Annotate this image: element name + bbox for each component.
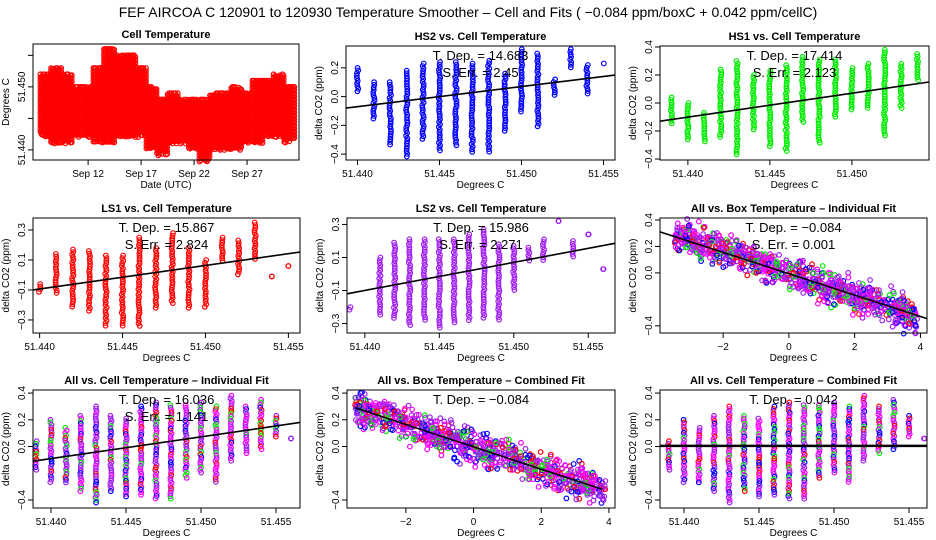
y-tick-label: 0.0 xyxy=(330,89,341,103)
x-axis-label: Degrees C xyxy=(457,180,505,191)
x-tick-label: Sep 27 xyxy=(231,169,263,180)
fit-annotation: T. Dep. = 14.683 xyxy=(433,48,529,63)
points xyxy=(38,47,297,164)
y-tick-label: −0.4 xyxy=(330,144,341,164)
x-tick-label: Sep 17 xyxy=(125,169,157,180)
figure-title: FEF AIRCOA C 120901 to 120930 Temperatur… xyxy=(119,4,818,20)
y-axis-label: Degrees C xyxy=(1,78,12,126)
y-axis-label: delta CO2 (ppm) xyxy=(314,66,325,140)
panel-2: 51.440 51.445 51.450 51.455 −0.4 −0.2 0.0 0.2 HS… xyxy=(314,31,619,191)
x-tick-label: 51.455 xyxy=(588,169,619,180)
x-tick-label: 51.445 xyxy=(424,169,455,180)
panel-1: Sep 12 Sep 17 Sep 22 Sep 27 51.440 51.450 Cell… xyxy=(1,29,299,191)
y-tick-label: 51.450 xyxy=(17,71,28,102)
panel-title: Cell Temperature xyxy=(121,29,210,41)
x-axis-label: Date (UTC) xyxy=(140,180,191,191)
y-tick-label: 51.440 xyxy=(17,134,28,165)
data-point xyxy=(602,61,607,66)
y-tick-label: −0.2 xyxy=(330,115,341,135)
panel-title: HS2 vs. Cell Temperature xyxy=(415,31,547,43)
fit-annotation: S. Err. = 2.45 xyxy=(442,65,518,80)
y-tick-label: 0.2 xyxy=(330,60,341,74)
x-tick-label: 51.450 xyxy=(506,169,537,180)
x-tick-label: Sep 22 xyxy=(178,169,210,180)
x-tick-label: Sep 12 xyxy=(72,169,104,180)
x-tick-label: 51.440 xyxy=(342,169,373,180)
